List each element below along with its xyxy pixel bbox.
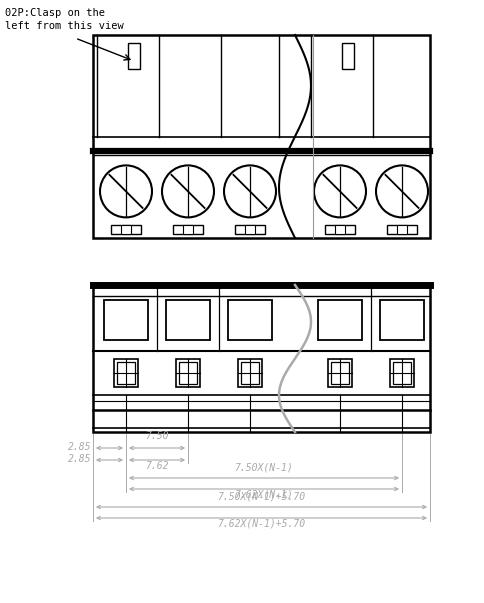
Bar bbox=[179, 362, 197, 384]
Text: 7.62X(N-1): 7.62X(N-1) bbox=[234, 490, 293, 500]
Bar bbox=[386, 225, 416, 234]
Bar bbox=[227, 300, 272, 340]
Bar bbox=[121, 225, 131, 234]
Bar bbox=[238, 359, 261, 387]
Circle shape bbox=[313, 165, 365, 218]
Text: 7.62: 7.62 bbox=[145, 461, 168, 471]
Bar bbox=[93, 285, 429, 432]
Bar bbox=[324, 225, 354, 234]
Bar bbox=[117, 362, 135, 384]
Bar bbox=[166, 300, 210, 340]
Bar bbox=[182, 225, 193, 234]
Bar bbox=[93, 35, 429, 238]
Text: 7.62X(N-1)+5.70: 7.62X(N-1)+5.70 bbox=[217, 519, 305, 529]
Text: 02P:Clasp on the
left from this view: 02P:Clasp on the left from this view bbox=[5, 8, 123, 31]
Bar bbox=[334, 225, 344, 234]
Circle shape bbox=[100, 165, 151, 218]
Bar bbox=[114, 359, 138, 387]
Circle shape bbox=[162, 165, 213, 218]
Bar bbox=[396, 225, 406, 234]
Bar bbox=[318, 300, 361, 340]
Bar bbox=[327, 359, 351, 387]
Text: 7.50: 7.50 bbox=[145, 431, 168, 441]
Bar bbox=[341, 43, 353, 69]
Circle shape bbox=[224, 165, 275, 218]
Text: 7.50X(N-1)+5.70: 7.50X(N-1)+5.70 bbox=[217, 492, 305, 502]
Bar bbox=[235, 225, 264, 234]
Text: 2.85: 2.85 bbox=[67, 442, 91, 452]
Bar bbox=[104, 300, 148, 340]
Bar bbox=[379, 300, 423, 340]
Text: 7.50X(N-1): 7.50X(N-1) bbox=[234, 463, 293, 473]
Bar bbox=[176, 359, 199, 387]
Bar bbox=[244, 225, 255, 234]
Bar bbox=[389, 359, 413, 387]
Circle shape bbox=[375, 165, 427, 218]
Bar bbox=[392, 362, 410, 384]
Bar bbox=[128, 43, 140, 69]
Text: 2.85: 2.85 bbox=[67, 454, 91, 464]
Bar bbox=[173, 225, 203, 234]
Bar bbox=[111, 225, 141, 234]
Bar bbox=[241, 362, 258, 384]
Bar bbox=[330, 362, 348, 384]
